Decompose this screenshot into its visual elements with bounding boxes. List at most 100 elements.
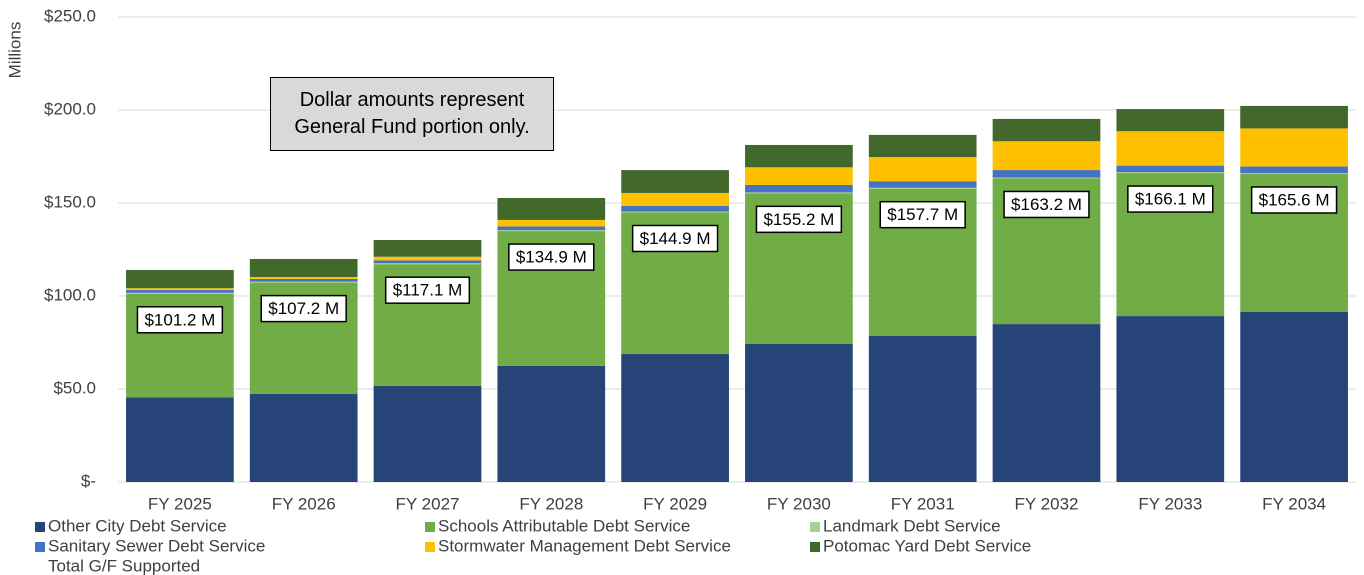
data-label-box <box>1127 185 1214 213</box>
bar-segment <box>1116 109 1225 132</box>
bar-segment <box>745 192 853 194</box>
bar-segment <box>1116 165 1225 173</box>
bar-segment <box>497 197 606 220</box>
legend-swatch <box>810 542 820 552</box>
bar-segment <box>992 324 1101 482</box>
bar-segment <box>497 219 606 227</box>
x-tick-label: FY 2033 <box>1138 494 1202 513</box>
data-label: $165.6 M <box>1259 190 1330 209</box>
bar-segment <box>992 177 1101 179</box>
bar-segment <box>249 258 358 278</box>
bar-segment <box>621 354 729 482</box>
bar-segment <box>126 290 234 293</box>
y-tick-label: $- <box>81 471 96 490</box>
data-label: $107.2 M <box>268 299 339 318</box>
x-tick-label: FY 2025 <box>148 494 212 513</box>
bar-segment <box>126 292 234 294</box>
data-label: $134.9 M <box>516 248 587 267</box>
bar-segment <box>497 365 606 482</box>
bar-segment <box>992 118 1101 142</box>
bar-segment <box>497 226 606 231</box>
legend-label: Landmark Debt Service <box>823 516 1001 535</box>
bar-segment <box>1240 105 1348 129</box>
data-label-box <box>879 200 966 229</box>
x-tick-label: FY 2026 <box>272 494 336 513</box>
y-axis-label: Millions <box>5 22 24 79</box>
bar-segment <box>1240 311 1348 482</box>
y-tick-label: $200.0 <box>44 99 96 118</box>
x-tick-label: FY 2028 <box>519 494 583 513</box>
legend-swatch <box>35 522 45 532</box>
bar-segment <box>249 394 358 482</box>
bar-segment <box>373 256 482 261</box>
x-tick-label: FY 2027 <box>396 494 460 513</box>
legend-label: Schools Attributable Debt Service <box>438 516 690 535</box>
bar-segment <box>745 184 853 193</box>
data-label-box <box>508 243 595 271</box>
legend-label: Sanitary Sewer Debt Service <box>48 536 265 555</box>
bar-segment <box>992 170 1101 178</box>
bar-segment <box>1116 172 1225 174</box>
bar-segment <box>126 288 234 291</box>
bar-segment <box>1116 131 1225 166</box>
data-label: $155.2 M <box>763 210 834 229</box>
data-label: $117.1 M <box>393 281 463 300</box>
bar-segment <box>249 281 358 283</box>
bar-segment <box>868 134 977 158</box>
bar-segment <box>621 170 729 193</box>
x-tick-label: FY 2034 <box>1262 494 1326 513</box>
data-label-box <box>1003 190 1090 219</box>
bar-segment <box>1240 166 1348 174</box>
bar-segment <box>621 205 729 212</box>
data-label: $163.2 M <box>1011 195 1082 214</box>
data-label-box <box>631 224 719 253</box>
bar-segment <box>745 343 853 482</box>
bar-segment <box>992 141 1101 171</box>
bar-segment <box>868 157 977 182</box>
bar-segment <box>621 192 729 206</box>
data-label-box <box>755 205 843 234</box>
bar-segment <box>745 144 853 168</box>
bar-segment <box>373 240 482 257</box>
bar-segment <box>868 187 977 189</box>
annotation: Dollar amounts represent General Fund po… <box>270 77 554 151</box>
y-tick-label: $250.0 <box>44 6 96 25</box>
legend-label: Total G/F Supported <box>48 556 200 575</box>
bar-segment <box>373 263 482 265</box>
legend-swatch <box>810 522 820 532</box>
bar-segment <box>621 211 729 213</box>
x-tick-label: FY 2030 <box>767 494 831 513</box>
data-label: $157.7 M <box>887 205 958 224</box>
data-label-box <box>384 276 471 304</box>
legend-swatch <box>425 522 435 532</box>
bar-segment <box>745 167 853 185</box>
data-label-box <box>1250 186 1338 214</box>
bar-segment <box>373 260 482 264</box>
y-tick-label: $50.0 <box>53 378 96 397</box>
data-label-box <box>136 306 224 334</box>
legend-swatch <box>425 542 435 552</box>
x-tick-label: FY 2031 <box>891 494 955 513</box>
bar-segment <box>126 397 234 482</box>
legend-label: Other City Debt Service <box>48 516 227 535</box>
data-label: $101.2 M <box>144 310 215 329</box>
bar-segment <box>868 181 977 188</box>
x-tick-label: FY 2032 <box>1015 494 1079 513</box>
bar-segment <box>126 269 234 289</box>
y-tick-label: $150.0 <box>44 192 96 211</box>
x-tick-label: FY 2029 <box>643 494 707 513</box>
bar-segment <box>373 386 482 482</box>
bar-segment <box>1116 316 1225 482</box>
bar-segment <box>249 277 358 279</box>
bar-segment <box>249 278 358 282</box>
legend-swatch <box>35 542 45 552</box>
legend-label: Potomac Yard Debt Service <box>823 536 1031 555</box>
bar-segment <box>868 335 977 482</box>
data-label: $166.1 M <box>1135 190 1206 209</box>
bar-segment <box>1240 128 1348 167</box>
legend-label: Stormwater Management Debt Service <box>438 536 731 555</box>
bar-segment <box>497 230 606 232</box>
bar-segment <box>1240 173 1348 174</box>
